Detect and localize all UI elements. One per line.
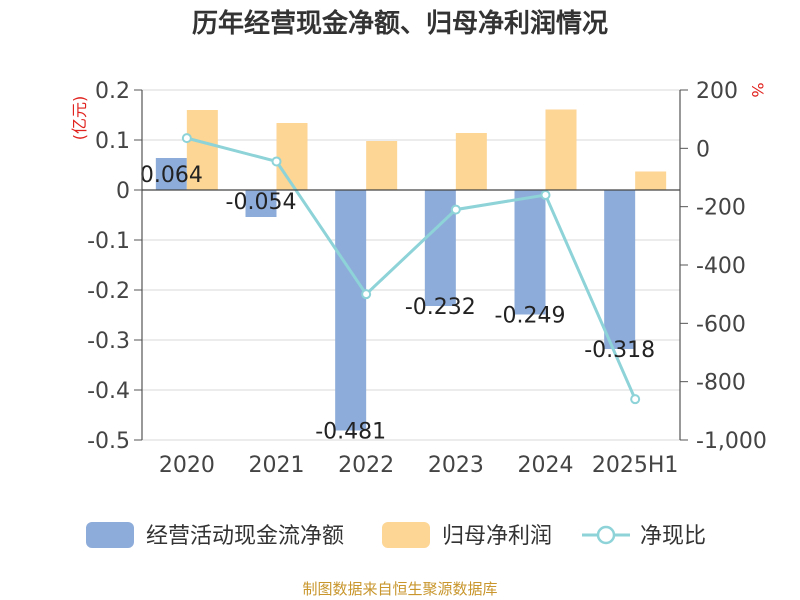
bar-net-profit — [545, 109, 577, 190]
legend-swatch-net-profit — [382, 522, 430, 548]
right-tick-label: -800 — [696, 371, 746, 396]
ratio-point — [361, 289, 372, 300]
x-tick-label: 2022 — [338, 453, 394, 478]
legend-label-net-profit: 归母净利润 — [442, 524, 552, 549]
bar-operating-cashflow — [335, 190, 367, 431]
bar-net-profit — [186, 110, 218, 190]
left-tick-label: 0.2 — [95, 79, 130, 104]
bar-net-profit — [366, 141, 398, 190]
bar-net-profit — [276, 123, 308, 190]
left-tick-label: -0.5 — [87, 429, 130, 454]
right-tick-label: -1,000 — [696, 429, 767, 454]
ratio-point — [450, 204, 461, 215]
data-label-operating-cashflow: 0.064 — [140, 163, 203, 188]
right-tick-label: -200 — [696, 196, 746, 221]
bar-net-profit — [455, 133, 487, 190]
ratio-point — [181, 133, 192, 144]
right-tick-label: 200 — [696, 79, 738, 104]
right-tick-label: 0 — [696, 137, 710, 162]
x-tick-label: 2024 — [518, 453, 574, 478]
x-tick-label: 2025H1 — [592, 453, 679, 478]
right-tick-label: -600 — [696, 312, 746, 337]
left-tick-label: -0.1 — [87, 229, 130, 254]
bar-operating-cashflow — [245, 190, 277, 217]
x-tick-label: 2023 — [428, 453, 484, 478]
ratio-line-series — [181, 133, 641, 405]
ratio-point — [540, 190, 551, 200]
ratio-point — [630, 394, 641, 405]
grid-lines — [142, 89, 680, 441]
data-labels: 0.064 -0.054 -0.481 -0.232 -0.249 -0.318 — [140, 163, 655, 445]
bar-net-profit — [635, 171, 667, 190]
axes: 0.2 0.1 0 -0.1 -0.2 -0.3 -0.4 -0.5 200 0 -200 -400 -… — [87, 79, 767, 478]
right-tick-label: -400 — [696, 254, 746, 279]
left-tick-label: -0.4 — [87, 379, 130, 404]
data-label-operating-cashflow: -0.054 — [226, 190, 297, 215]
right-axis-unit: % — [748, 82, 767, 97]
bar-operating-cashflow — [424, 190, 456, 306]
data-label-operating-cashflow: -0.481 — [315, 420, 386, 445]
data-label-operating-cashflow: -0.232 — [405, 295, 476, 320]
left-axis-unit: (亿元) — [70, 96, 89, 141]
legend-label-ratio: 净现比 — [640, 524, 706, 549]
legend-swatch-operating-cashflow — [86, 522, 134, 548]
ratio-point — [271, 156, 282, 167]
bar-operating-cashflow — [604, 190, 636, 349]
bar-series — [155, 109, 667, 431]
ratio-line — [186, 136, 637, 400]
data-label-operating-cashflow: -0.249 — [495, 304, 566, 329]
left-tick-label: 0 — [116, 179, 130, 204]
bar-operating-cashflow — [514, 190, 546, 315]
x-tick-label: 2020 — [159, 453, 215, 478]
legend-label-operating-cashflow: 经营活动现金流净额 — [146, 524, 344, 549]
left-tick-label: -0.3 — [87, 329, 130, 354]
legend-marker-ratio — [596, 525, 616, 545]
bar-operating-cashflow — [155, 158, 187, 190]
legend: 经营活动现金流净额 归母净利润 净现比 — [86, 522, 706, 549]
data-label-operating-cashflow: -0.318 — [584, 338, 655, 363]
chart-title: 历年经营现金净额、归母净利润情况 — [192, 8, 608, 39]
left-tick-label: 0.1 — [95, 129, 130, 154]
left-tick-label: -0.2 — [87, 279, 130, 304]
x-tick-label: 2021 — [249, 453, 305, 478]
source-note: 制图数据来自恒生聚源数据库 — [302, 580, 497, 598]
